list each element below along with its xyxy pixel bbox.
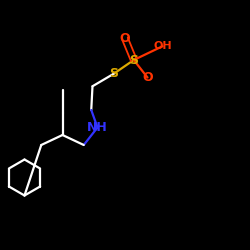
Text: O: O — [142, 71, 153, 84]
Text: OH: OH — [153, 41, 172, 51]
Text: S: S — [109, 67, 118, 80]
Text: S: S — [129, 54, 138, 66]
Text: O: O — [120, 32, 130, 45]
Text: NH: NH — [87, 121, 108, 134]
